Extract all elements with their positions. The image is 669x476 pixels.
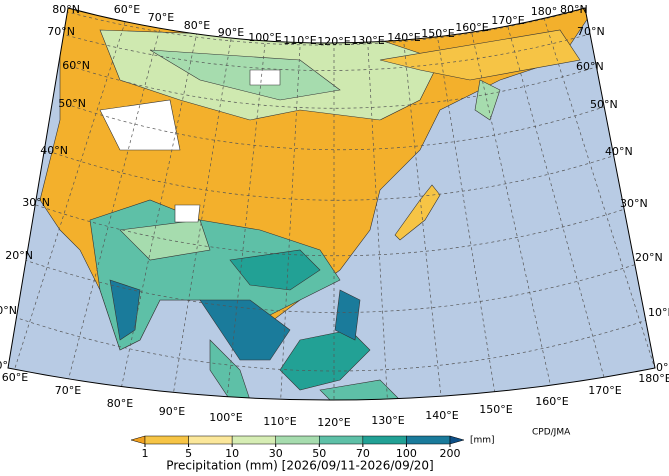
lon-label-top: 160°E — [455, 21, 488, 34]
meridian — [171, 38, 232, 400]
colorbar-bin — [144, 435, 189, 445]
lon-label-top: 110°E — [283, 34, 316, 47]
meridian — [367, 46, 389, 400]
lat-label-right: 50°N — [590, 98, 618, 111]
meridian — [119, 31, 198, 395]
lon-label-top: 170°E — [491, 14, 524, 27]
lat-label-right: 40°N — [605, 145, 633, 158]
lon-label-top: 150°E — [421, 27, 454, 40]
meridian — [14, 15, 128, 369]
map — [7, 7, 656, 401]
colorbar-tick-label: 5 — [185, 447, 192, 460]
meridian — [67, 23, 162, 382]
legend-title: Precipitation (mm) [2026/09/11-2026/09/2… — [166, 459, 433, 473]
lon-label-bottom: 70°E — [55, 384, 81, 397]
lon-label-top: 60°E — [114, 3, 140, 16]
colorbar-tick-label: 50 — [312, 447, 326, 460]
lat-label-right: 20°N — [635, 251, 663, 264]
lon-label-bottom: 60°E — [2, 371, 28, 384]
lon-label-bottom: 80°E — [107, 397, 133, 410]
lat-label-right: 0° — [656, 361, 669, 374]
lon-label-bottom: 110°E — [263, 415, 296, 428]
lon-label-top: 90°E — [218, 26, 244, 39]
meridian — [403, 43, 443, 400]
lat-label-right: 30°N — [620, 197, 648, 210]
lat-label-right: 10°N — [648, 306, 669, 319]
lon-label-bottom: 150°E — [479, 403, 512, 416]
colorbar-bin — [188, 435, 233, 445]
parallel — [12, 255, 655, 313]
meridian — [471, 33, 553, 393]
lat-label-left: 20°N — [5, 249, 33, 262]
meridian — [543, 17, 655, 370]
lat-label-left: 10°N — [0, 304, 17, 317]
colorbar-bin — [319, 435, 364, 445]
colorbar-tick-label: 200 — [440, 447, 461, 460]
lon-label-bottom: 160°E — [535, 395, 568, 408]
lon-label-top: 70°E — [148, 11, 174, 24]
colorbar-extend-high — [449, 435, 465, 445]
lon-label-bottom: 90°E — [159, 405, 185, 418]
colorbar-bin — [362, 435, 407, 445]
meridian — [279, 46, 301, 400]
lat-label-left: 80°N — [52, 3, 80, 16]
lon-label-bottom: 170°E — [588, 384, 621, 397]
map-frame — [7, 7, 656, 401]
parallel — [8, 310, 655, 372]
lon-label-bottom: 100°E — [209, 411, 242, 424]
lon-label-top: 180° — [531, 5, 558, 18]
lat-label-left: 50°N — [58, 97, 86, 110]
colorbar-tick-label: 70 — [356, 447, 370, 460]
lon-label-top: 100°E — [248, 31, 281, 44]
legend: [mm] Precipitation (mm) [2026/09/11-2026… — [130, 435, 495, 473]
colorbar-extend-low — [130, 435, 146, 445]
lon-label-top: 80°E — [184, 19, 210, 32]
lat-label-left: 40°N — [40, 144, 68, 157]
lon-label-top: 140°E — [387, 31, 420, 44]
colorbar-tick-label: 1 — [142, 447, 149, 460]
colorbar-tick-label: 10 — [225, 447, 239, 460]
land — [39, 8, 601, 400]
colorbar-tick-label: 100 — [396, 447, 417, 460]
lat-label-left: 30°N — [22, 196, 50, 209]
colorbar-bin — [406, 435, 451, 445]
lat-label-right: 70°N — [577, 25, 605, 38]
parallel — [47, 150, 626, 201]
lon-label-bottom: 140°E — [425, 409, 458, 422]
colorbar-bin — [275, 435, 320, 445]
lat-label-left: 0° — [0, 359, 8, 372]
parallel — [65, 103, 611, 151]
colorbar-tick-label: 30 — [269, 447, 283, 460]
lat-label-right: 80°N — [560, 3, 588, 16]
lon-label-top: 130°E — [351, 34, 384, 47]
meridian — [507, 26, 606, 382]
lon-label-bottom: 120°E — [317, 416, 350, 429]
lat-label-left: 60°N — [62, 59, 90, 72]
lon-label-bottom: 180°E — [638, 372, 669, 385]
credit: CPD/JMA — [532, 428, 571, 438]
parallel — [59, 9, 581, 46]
lat-label-left: 70°N — [47, 25, 75, 38]
colorbar-bin — [231, 435, 276, 445]
legend-unit: [mm] — [470, 436, 495, 446]
lon-label-top: 120°E — [317, 35, 350, 48]
meridian — [437, 39, 497, 400]
lon-label-bottom: 130°E — [371, 414, 404, 427]
parallel — [69, 65, 597, 109]
lat-label-right: 60°N — [576, 60, 604, 73]
